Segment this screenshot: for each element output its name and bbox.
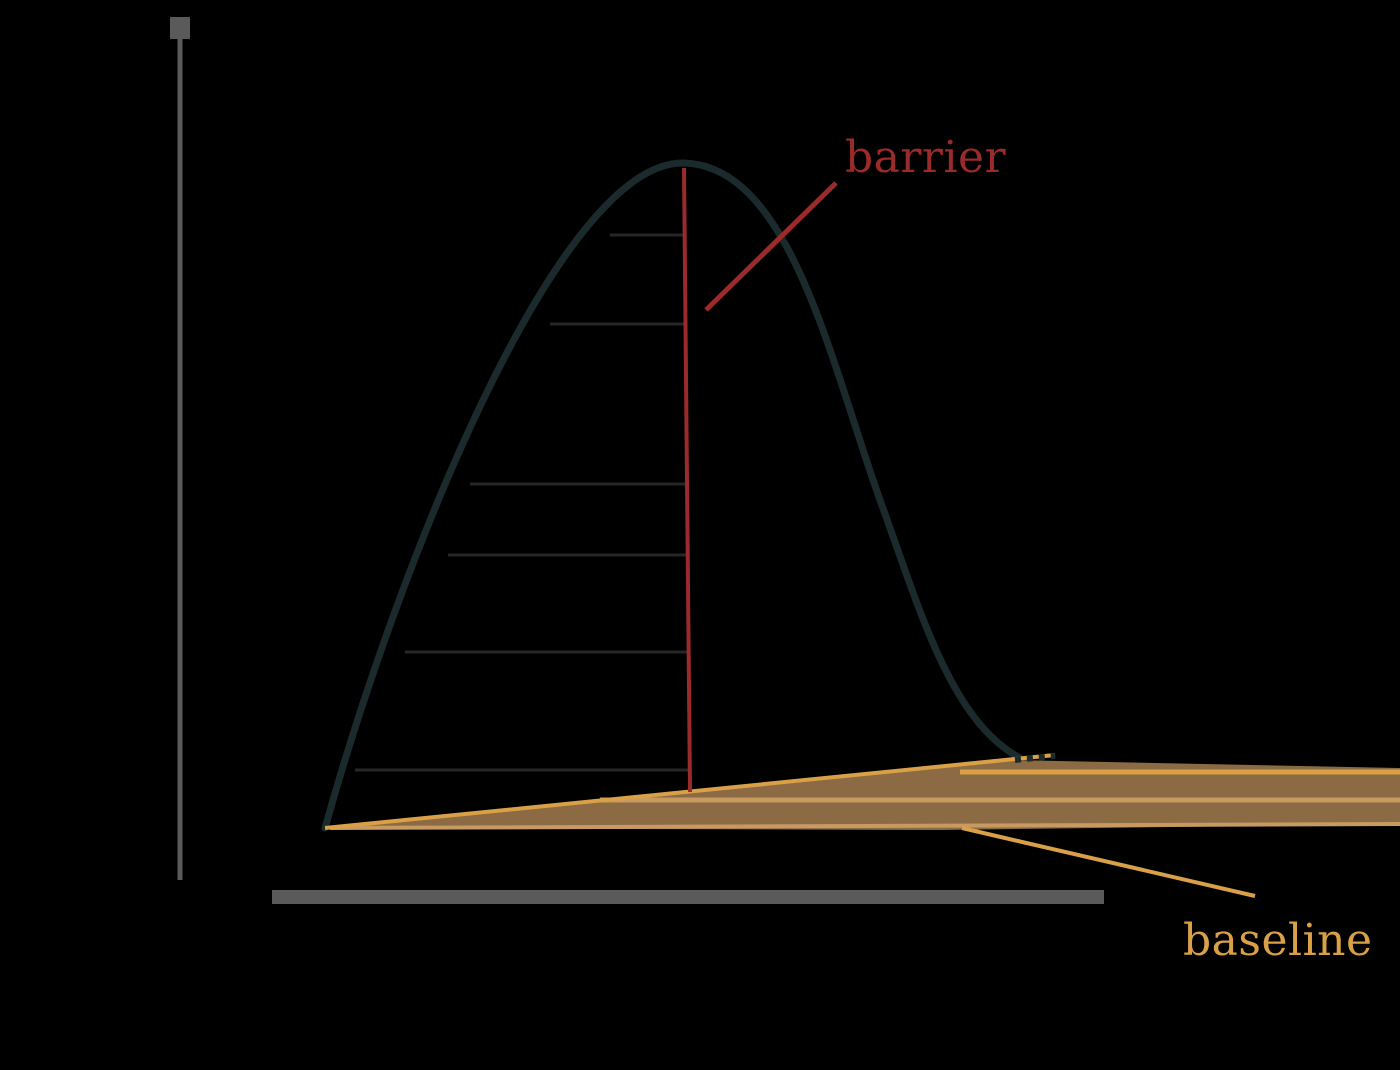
barrier-pointer — [704, 181, 838, 312]
energy-curve — [321, 159, 1024, 832]
axes — [170, 17, 1104, 904]
baseline-band — [329, 760, 1400, 830]
barrier-line — [682, 167, 692, 793]
baseline-label: baseline — [1183, 915, 1373, 966]
hatch-lines — [355, 233, 690, 772]
baseline-band-shading — [330, 760, 1400, 830]
y-axis-arrow-icon — [170, 17, 190, 39]
x-axis — [272, 890, 1104, 904]
baseline-pointer — [961, 826, 1256, 898]
baseline-band-lower-edge — [329, 822, 1400, 830]
barrier-label: barrier — [845, 132, 1007, 183]
